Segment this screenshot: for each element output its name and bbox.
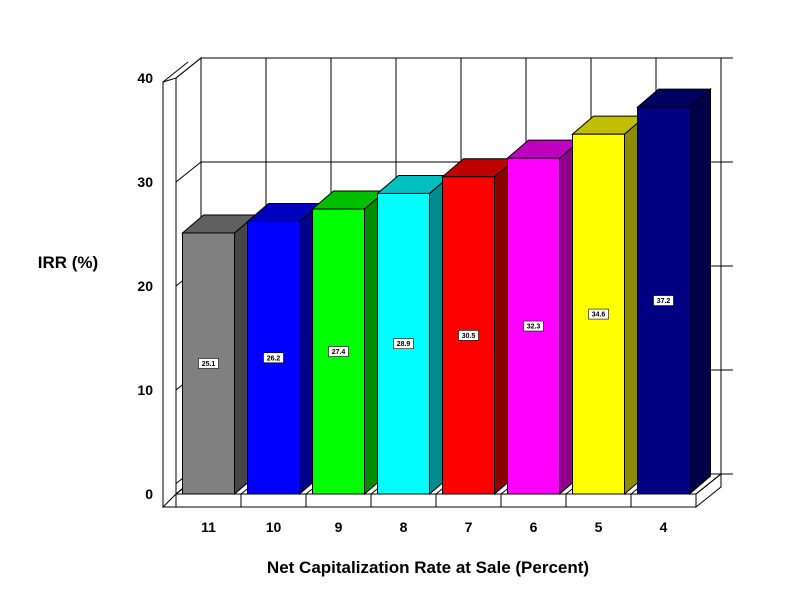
bar-6: 32.3 (506, 138, 582, 496)
data-label: 30.5 (462, 333, 476, 340)
y-tick-label: 20 (137, 278, 153, 294)
data-label: 32.3 (527, 324, 541, 331)
y-tick-label: 10 (137, 382, 153, 398)
y-tick-label: 30 (137, 174, 153, 190)
data-label: 34.6 (592, 312, 606, 319)
bar-side (689, 88, 711, 496)
x-tick-label: 6 (530, 519, 538, 535)
x-tick-label: 11 (201, 519, 216, 535)
y-axis-panel (162, 77, 177, 509)
y-tick-label: 0 (145, 486, 153, 502)
x-tick-labels: 11 10 9 8 7 6 5 4 (201, 519, 668, 535)
data-label-box (198, 358, 219, 369)
floor-slab (162, 493, 697, 508)
x-tick-label: 9 (335, 519, 343, 535)
data-label: 27.4 (332, 349, 346, 356)
bar-8: 28.9 (376, 174, 452, 496)
data-label-box (328, 346, 349, 357)
data-label-box (263, 352, 284, 364)
data-label-box (653, 295, 674, 306)
bar-10: 26.2 (246, 202, 322, 496)
data-label: 28.9 (397, 341, 411, 348)
data-label-box (393, 338, 414, 350)
x-axis-title: Net Capitalization Rate at Sale (Percent… (267, 558, 589, 577)
x-tick-label: 10 (266, 519, 282, 535)
bars: 25.1 26.2 27.4 28.9 30.5 32.3 34.6 37.2 (181, 88, 712, 496)
y-axis-panel-top (162, 61, 189, 83)
bar-9: 27.4 (311, 189, 387, 496)
y-tick-label: 40 (137, 70, 153, 86)
x-tick-label: 4 (660, 519, 668, 535)
bar-4: 37.2 (636, 88, 712, 496)
x-tick-label: 5 (595, 519, 603, 535)
x-tick-label: 7 (465, 519, 473, 535)
floor-gridline (695, 473, 722, 495)
data-label: 26.2 (267, 355, 281, 362)
y-tick-labels: 0 10 20 30 40 (137, 70, 153, 502)
data-label: 37.2 (657, 298, 671, 305)
data-label-box (458, 330, 479, 341)
data-label-box (588, 308, 609, 320)
data-label: 25.1 (202, 361, 216, 368)
bar-5: 34.6 (571, 115, 647, 496)
x-tick-label: 8 (400, 519, 408, 535)
data-label-box (523, 320, 544, 332)
bar-7: 30.5 (441, 157, 517, 496)
bar-11: 25.1 (181, 213, 257, 496)
y-axis-title: IRR (%) (38, 253, 98, 272)
